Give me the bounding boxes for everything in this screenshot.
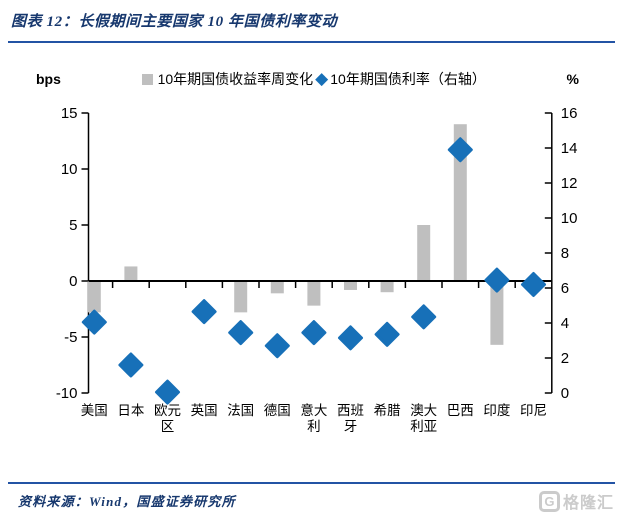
- yield-diamond: [447, 137, 473, 163]
- diamond-series-swatch-icon: ◆: [315, 68, 329, 89]
- category-label: 意大利: [300, 402, 327, 434]
- right-axis-tick-label: 6: [561, 280, 569, 297]
- change-bar: [490, 281, 504, 345]
- left-axis-tick-label: -5: [64, 329, 77, 346]
- legend-row: bps 10年期国债收益率周变化 ◆ 10年期国债利率（右轴） %: [0, 67, 623, 91]
- chart-legend: 10年期国债收益率周变化 ◆ 10年期国债利率（右轴）: [141, 68, 486, 89]
- bar-series-legend-label: 10年期国债收益率周变化: [157, 71, 314, 87]
- change-bar: [234, 281, 248, 313]
- figure-title: 图表 12：长假期间主要国家 10 年国债利率变动: [11, 14, 338, 30]
- diamond-series-legend-label: 10年期国债利率（右轴）: [330, 71, 486, 87]
- category-label: 欧元区: [154, 403, 181, 434]
- category-label: 澳大利亚: [410, 403, 437, 434]
- category-label: 巴西: [447, 403, 474, 418]
- category-label: 美国: [81, 403, 108, 418]
- left-axis-unit-label: bps: [36, 71, 61, 87]
- category-label: 法国: [227, 403, 254, 418]
- category-label: 日本: [117, 403, 144, 418]
- yield-diamond: [264, 333, 290, 359]
- left-axis-tick-label: 10: [61, 161, 78, 178]
- yield-diamond: [484, 267, 510, 293]
- right-axis-tick-label: 2: [561, 350, 569, 367]
- bar-series-swatch-icon: [141, 73, 153, 85]
- yield-diamond: [374, 321, 400, 347]
- footer-divider: [8, 482, 615, 484]
- change-bar: [417, 225, 431, 281]
- left-axis-tick-label: 5: [69, 217, 77, 234]
- right-axis-tick-label: 0: [561, 385, 569, 402]
- right-axis-tick-label: 10: [561, 210, 578, 227]
- change-bar: [380, 281, 394, 293]
- right-axis-unit-label: %: [566, 71, 579, 87]
- change-bar: [307, 281, 321, 306]
- yield-diamond: [411, 304, 437, 330]
- change-bar: [344, 281, 357, 290]
- right-axis-tick-label: 12: [561, 175, 578, 192]
- right-axis-tick-label: 16: [561, 105, 578, 122]
- left-axis-tick-label: 0: [69, 273, 77, 290]
- gelonghui-logo-icon: G: [538, 490, 560, 512]
- source-note: 资料来源：Wind，国盛证券研究所: [18, 494, 236, 509]
- right-axis-tick-label: 8: [561, 245, 569, 262]
- yield-diamond: [521, 272, 546, 297]
- right-axis-tick-label: 14: [561, 140, 578, 157]
- yield-diamond: [118, 352, 144, 378]
- yield-diamond: [191, 299, 217, 325]
- yield-diamond: [301, 320, 327, 346]
- change-bar: [87, 281, 101, 313]
- category-label: 印度: [483, 403, 510, 418]
- category-label: 西班牙: [337, 403, 364, 434]
- gelonghui-watermark: G 格隆汇: [538, 489, 614, 513]
- left-axis-tick-label: -10: [56, 385, 78, 402]
- change-bar: [270, 281, 284, 294]
- change-bar: [124, 266, 138, 281]
- yield-diamond: [338, 325, 363, 351]
- right-axis-tick-label: 4: [561, 315, 569, 332]
- yield-diamond: [81, 309, 107, 335]
- left-axis-tick-label: 15: [61, 105, 78, 122]
- yield-diamond: [228, 320, 254, 346]
- title-divider: [8, 41, 615, 43]
- yield-diamond: [155, 379, 180, 405]
- category-label: 希腊: [374, 403, 401, 418]
- category-label: 印尼: [520, 403, 547, 418]
- category-label: 英国: [191, 402, 218, 418]
- gelonghui-logo-text: 格隆汇: [562, 495, 614, 512]
- category-label: 德国: [264, 403, 291, 418]
- change-bar: [453, 124, 467, 281]
